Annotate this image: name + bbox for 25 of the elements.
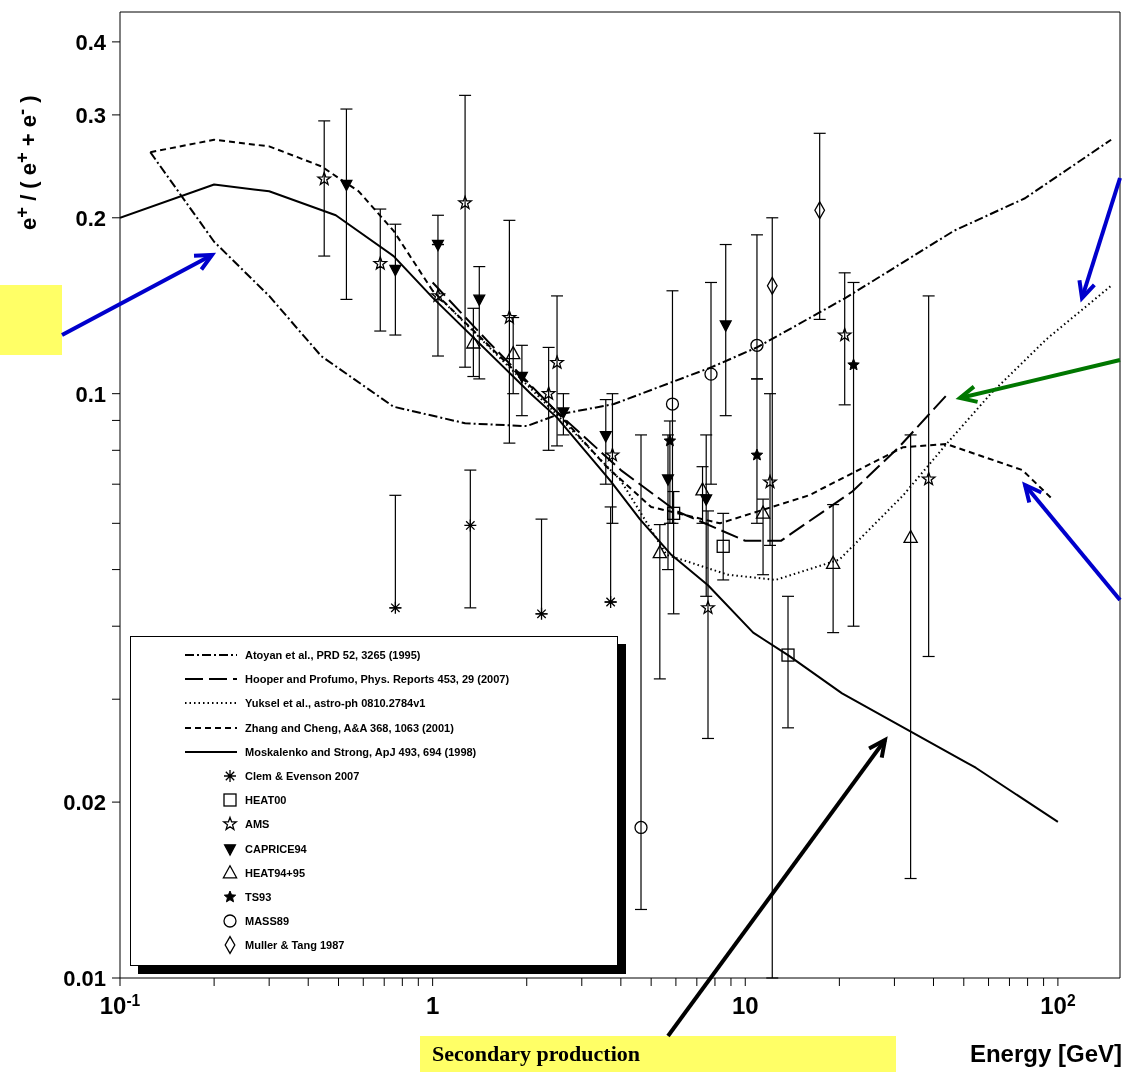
y-tick-label: 0.2 [75, 205, 106, 231]
legend-label: HEAT94+95 [245, 866, 306, 879]
y-tick-label: 0.01 [63, 966, 106, 991]
y-tick-label: 0.02 [63, 790, 106, 816]
x-tick-label: 1 [425, 992, 440, 1019]
legend-label: Atoyan et al., PRD 52, 3265 (1995) [245, 649, 421, 662]
legend-label: Moskalenko and Strong, ApJ 493, 694 (1998) [245, 745, 477, 758]
y-tick-label: 0.1 [75, 381, 106, 407]
legend-label: Clem & Evenson 2007 [245, 770, 360, 783]
y-tick-label: 0.4 [75, 29, 107, 55]
legend-label: Hooper and Profumo, Phys. Reports 453, 29 (2007) [245, 673, 510, 686]
legend-label: CAPRICE94 [245, 842, 307, 855]
legend-label: Muller & Tang 1987 [245, 939, 345, 952]
x-tick-label: 10$^{2}$ [1040, 991, 1076, 1019]
legend-label: TS93 [245, 890, 272, 903]
legend-label: AMS [245, 818, 270, 831]
legend-label: Zhang and Cheng, A&A 368, 1063 (2001) [245, 721, 454, 734]
legend-label: HEAT00 [245, 794, 287, 807]
x-tick-label: 10$^{-1}$ [99, 991, 141, 1019]
legend-label: Yuksel et al., astro-ph 0810.2784v1 [245, 697, 426, 710]
y-tick-label: 0.3 [75, 102, 106, 128]
x-axis-title: Energy [GeV] [969, 1040, 1122, 1068]
x-tick-label: 10 [731, 992, 759, 1019]
text: Secondary production [420, 1036, 896, 1072]
legend-label: MASS89 [245, 915, 290, 928]
